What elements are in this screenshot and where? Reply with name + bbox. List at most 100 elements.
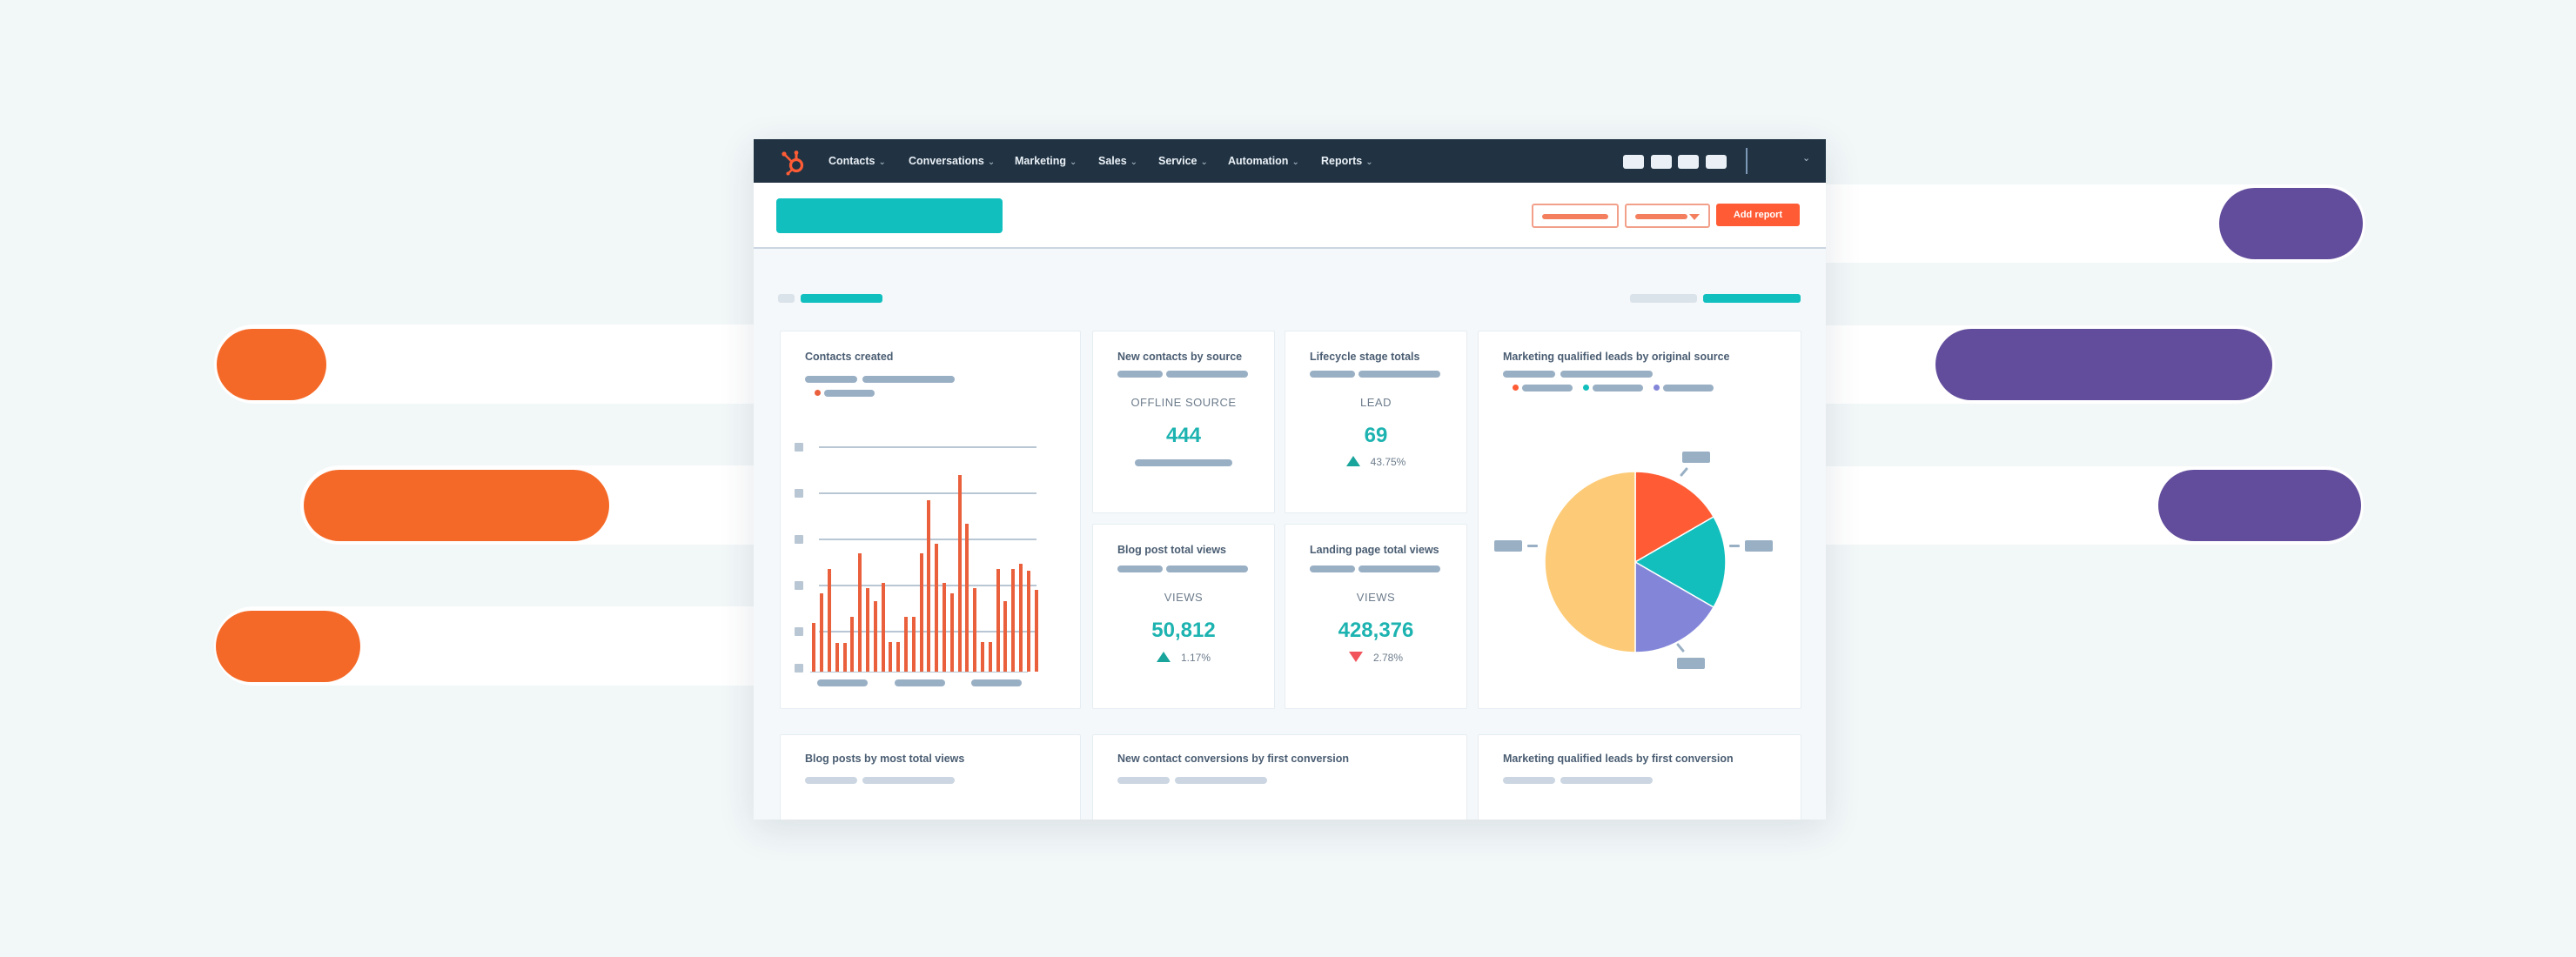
kpi-change: 1.17% (1093, 652, 1274, 664)
dashboard-header: Add report (754, 183, 1826, 249)
x-tick-label-placeholder (817, 679, 868, 686)
legend-dot-icon (1513, 385, 1519, 391)
card-contacts-created[interactable]: Contacts created (780, 331, 1081, 709)
nav-conversations[interactable]: Conversations ⌄ (909, 139, 995, 183)
kpi-label: OFFLINE SOURCE (1130, 396, 1237, 409)
x-tick-label-placeholder (971, 679, 1022, 686)
dropdown-button[interactable] (1625, 204, 1710, 228)
pie-data-label (1494, 540, 1522, 552)
card-mql-by-original-source[interactable]: Marketing qualified leads by original so… (1478, 331, 1801, 709)
nav-marketing[interactable]: Marketing ⌄ (1015, 139, 1077, 183)
bar (1003, 601, 1008, 672)
trend-up-icon (1156, 652, 1171, 662)
kpi-value: 428,376 (1338, 619, 1414, 642)
date-range-placeholder (1117, 777, 1170, 784)
chevron-down-icon: ⌄ (1291, 157, 1299, 167)
dashboard-title-selector[interactable] (776, 198, 1003, 233)
chevron-down-icon: ⌄ (878, 157, 886, 167)
card-mql-by-first-conversion[interactable]: Marketing qualified leads by first conve… (1478, 734, 1801, 820)
frequency-placeholder (1166, 566, 1248, 572)
bar (1019, 563, 1023, 672)
legend-label-placeholder (1522, 385, 1573, 392)
bar (988, 641, 992, 672)
bar (981, 641, 984, 672)
bar (957, 475, 962, 672)
card-new-contact-conversions[interactable]: New contact conversions by first convers… (1092, 734, 1467, 820)
legend-dot-icon (815, 390, 821, 396)
nav-service[interactable]: Service ⌄ (1158, 139, 1208, 183)
bar (943, 583, 946, 672)
pie-data-label (1682, 452, 1710, 463)
nav-utility-icon-3[interactable] (1678, 155, 1699, 169)
gridline (819, 446, 1036, 448)
add-report-button[interactable]: Add report (1716, 204, 1800, 226)
card-blog-post-total-views[interactable]: Blog post total views VIEWS 50,812 1.17% (1092, 524, 1275, 709)
kpi-subtext-placeholder (1135, 459, 1232, 466)
bar (1034, 589, 1038, 672)
x-tick-label-placeholder (895, 679, 945, 686)
y-tick-marker (795, 581, 803, 590)
card-title: New contact conversions by first convers… (1117, 753, 1350, 765)
bar (812, 622, 816, 672)
bar (828, 568, 831, 672)
card-title: Landing page total views (1310, 544, 1439, 556)
nav-automation[interactable]: Automation ⌄ (1228, 139, 1299, 183)
kpi-value: 444 (1165, 424, 1202, 447)
actions-button[interactable] (1532, 204, 1619, 228)
chevron-down-icon: ⌄ (1130, 157, 1138, 167)
bar (904, 616, 908, 672)
nav-utility-icon-2[interactable] (1651, 155, 1672, 169)
nav-contacts-label: Contacts (828, 155, 875, 167)
card-landing-page-total-views[interactable]: Landing page total views VIEWS 428,376 2… (1285, 524, 1467, 709)
date-range-placeholder (1310, 371, 1355, 378)
decor-pill-purple-3 (2158, 470, 2361, 541)
nav-reports[interactable]: Reports ⌄ (1321, 139, 1373, 183)
bar (996, 568, 1000, 672)
nav-sales-label: Sales (1098, 155, 1127, 167)
bar (873, 601, 877, 672)
nav-reports-label: Reports (1321, 155, 1363, 167)
kpi-value: 50,812 (1151, 619, 1216, 642)
pie-slice (1634, 560, 1715, 653)
card-new-contacts-by-source[interactable]: New contacts by source OFFLINE SOURCE 44… (1092, 331, 1275, 513)
card-title: Marketing qualified leads by first conve… (1503, 753, 1734, 765)
frequency-placeholder (1166, 371, 1248, 378)
nav-utility-icon-4[interactable] (1706, 155, 1727, 169)
kpi-label: VIEWS (1356, 591, 1396, 604)
decor-pill-orange-1 (217, 329, 326, 400)
y-tick-marker (795, 443, 803, 452)
bar (835, 642, 839, 672)
date-range-placeholder (1503, 777, 1555, 784)
bar (896, 641, 901, 672)
pie-slice (1633, 515, 1727, 609)
actions-button-label-placeholder (1542, 214, 1608, 219)
card-title: Blog post total views (1117, 544, 1227, 556)
bar (881, 583, 885, 672)
pie-leader-line (1729, 545, 1740, 547)
bar (866, 587, 869, 672)
frequency-placeholder (1358, 371, 1440, 378)
decor-pill-purple-2 (1935, 329, 2272, 400)
nav-contacts[interactable]: Contacts ⌄ (828, 139, 886, 183)
card-title: Blog posts by most total views (805, 753, 965, 765)
hubspot-logo-icon[interactable] (778, 146, 808, 176)
kpi-change: 43.75% (1285, 456, 1466, 468)
nav-sales[interactable]: Sales ⌄ (1098, 139, 1137, 183)
decor-pill-orange-3 (216, 611, 360, 682)
account-menu-chevron-icon[interactable]: ⌄ (1802, 153, 1811, 164)
nav-utility-icon-1[interactable] (1623, 155, 1644, 169)
filter-link-left[interactable] (801, 294, 882, 303)
filter-chip-right[interactable] (1630, 294, 1697, 303)
card-blog-posts-by-most-views[interactable]: Blog posts by most total views (780, 734, 1081, 820)
filter-chip-left[interactable] (778, 294, 795, 303)
card-lifecycle-stage-totals[interactable]: Lifecycle stage totals LEAD 69 43.75% (1285, 331, 1467, 513)
kpi-change-value: 1.17% (1180, 652, 1211, 664)
card-title: Marketing qualified leads by original so… (1503, 351, 1730, 363)
gridline (819, 492, 1036, 494)
bar (919, 553, 923, 672)
legend-dot-icon (1654, 385, 1660, 391)
bar (911, 616, 916, 672)
legend-label-placeholder (824, 390, 875, 397)
kpi-change-value: 2.78% (1372, 652, 1404, 664)
filter-link-right[interactable] (1703, 294, 1801, 303)
